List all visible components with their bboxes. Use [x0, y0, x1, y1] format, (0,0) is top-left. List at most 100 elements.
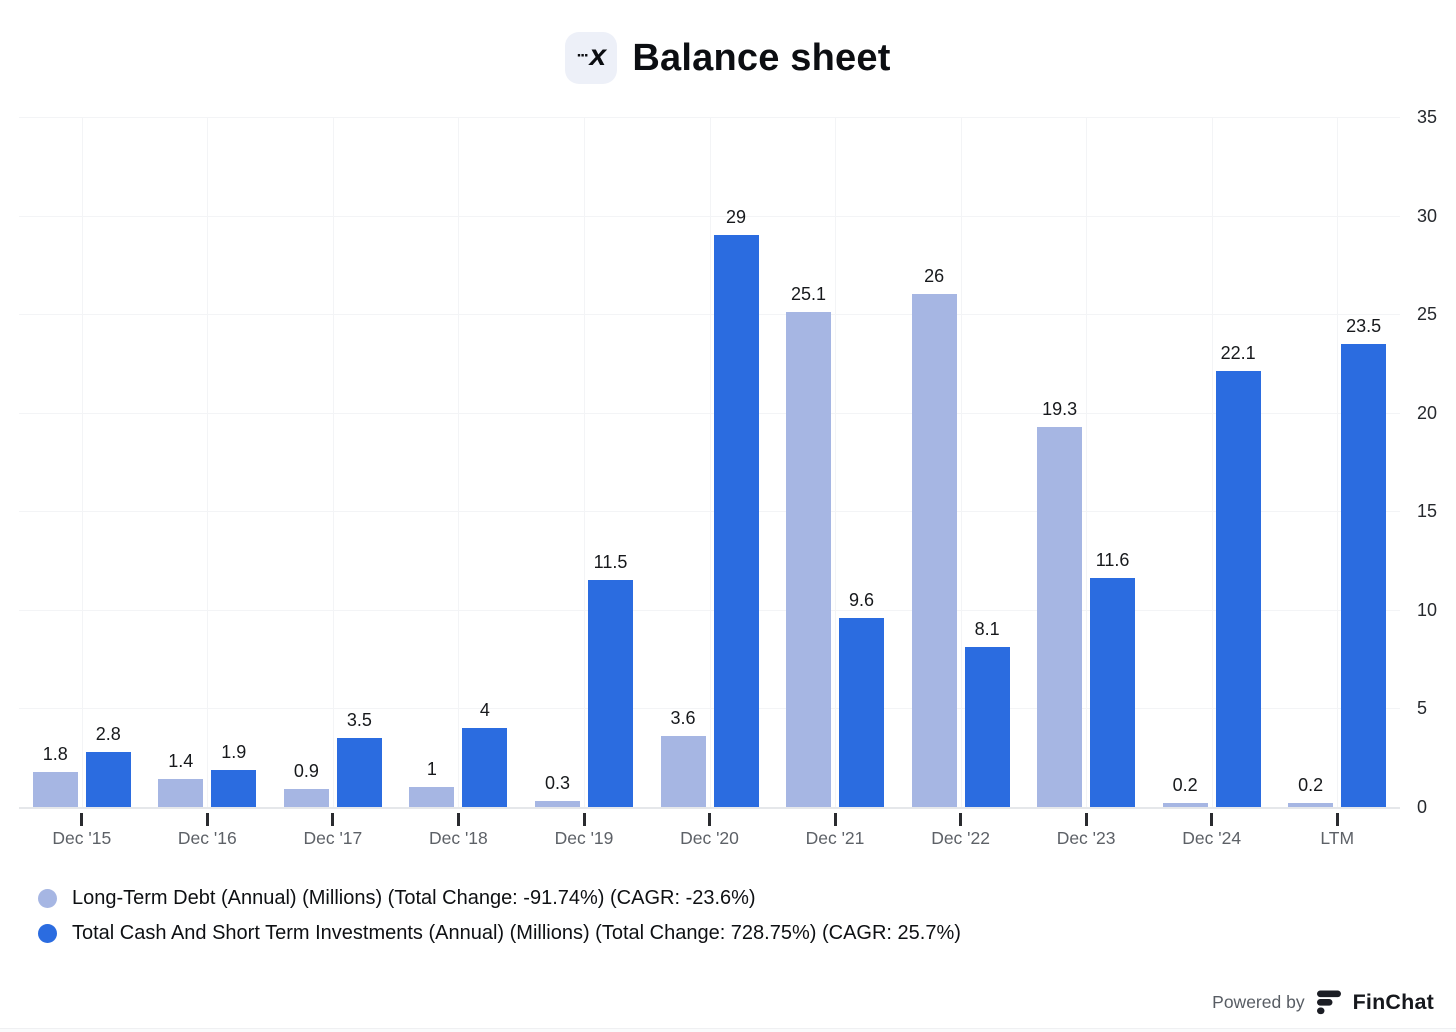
gridline-v-dec-15 — [81, 117, 83, 807]
bar-long-term-debt-dec-16[interactable] — [158, 779, 204, 807]
bottom-edge-divider — [0, 1028, 1456, 1032]
finchat-brand-name: FinChat — [1352, 989, 1434, 1014]
bar-total-cash-and-short-term-investments-dec-21[interactable] — [839, 617, 884, 807]
x-tick-dec-19 — [582, 813, 586, 826]
bar-value-label: 26 — [924, 266, 945, 287]
y-axis-label-25: 25 — [1417, 304, 1438, 325]
bar-long-term-debt-dec-19[interactable] — [535, 801, 580, 807]
bar-value-label: 19.3 — [1042, 398, 1078, 419]
legend-label: Long-Term Debt (Annual) (Millions) (Tota… — [72, 887, 756, 909]
bar-value-label: 2.8 — [95, 723, 121, 744]
bar-value-label: 0.2 — [1172, 775, 1198, 796]
gridline-v-dec-19 — [584, 117, 585, 807]
gridline-v-dec-21 — [835, 117, 836, 807]
bar-total-cash-and-short-term-investments-dec-17[interactable] — [336, 738, 382, 807]
x-axis-label-ltm: LTM — [1320, 828, 1355, 848]
bar-value-label: 0.2 — [1298, 775, 1324, 796]
x-axis-label-dec-23: Dec '23 — [1056, 828, 1116, 848]
gridline-v-dec-23 — [1086, 117, 1088, 807]
y-axis-label-20: 20 — [1417, 402, 1438, 423]
bar-total-cash-and-short-term-investments-ltm[interactable] — [1341, 343, 1387, 807]
bar-value-label: 25.1 — [790, 284, 827, 305]
x-tick-dec-15 — [80, 813, 84, 826]
legend-label: Total Cash And Short Term Investments (A… — [72, 922, 961, 944]
x-tick-dec-16 — [205, 813, 209, 826]
bar-long-term-debt-dec-24[interactable] — [1162, 803, 1208, 807]
x-axis-label-dec-17: Dec '17 — [303, 828, 363, 848]
ticker-logo-icon: ··· x — [565, 32, 618, 84]
x-axis-line — [19, 807, 1400, 809]
x-tick-dec-24 — [1210, 813, 1214, 826]
bar-long-term-debt-ltm[interactable] — [1288, 803, 1334, 807]
bar-value-label: 23.5 — [1346, 315, 1382, 336]
bar-value-label: 22.1 — [1220, 343, 1256, 364]
bar-long-term-debt-dec-23[interactable] — [1037, 426, 1083, 807]
bar-value-label: 1.4 — [168, 751, 194, 772]
bar-value-label: 9.6 — [848, 589, 875, 610]
bar-long-term-debt-dec-22[interactable] — [911, 294, 957, 807]
y-axis-label-10: 10 — [1417, 599, 1438, 620]
bar-value-label: 11.6 — [1095, 550, 1130, 571]
bar-long-term-debt-dec-20[interactable] — [660, 736, 706, 807]
y-axis-label-35: 35 — [1417, 107, 1438, 127]
x-axis-label-dec-18: Dec '18 — [428, 828, 488, 848]
gridline-v-dec-16 — [207, 117, 209, 807]
chart-legend: Long-Term Debt (Annual) (Millions) (Tota… — [38, 881, 961, 951]
x-axis-label-dec-22: Dec '22 — [931, 828, 990, 848]
bar-value-label: 3.5 — [346, 710, 372, 730]
x-tick-ltm — [1335, 813, 1339, 826]
bar-total-cash-and-short-term-investments-dec-20[interactable] — [713, 235, 759, 807]
x-axis-label-dec-24: Dec '24 — [1182, 828, 1242, 848]
bar-value-label: 29 — [725, 207, 747, 228]
legend-marker-icon — [38, 924, 57, 943]
legend-item-long-term-debt[interactable]: Long-Term Debt (Annual) (Millions) (Tota… — [38, 881, 961, 916]
bar-total-cash-and-short-term-investments-dec-19[interactable] — [588, 580, 633, 807]
page-title: Balance sheet — [632, 36, 891, 79]
bar-total-cash-and-short-term-investments-dec-15[interactable] — [85, 751, 131, 807]
bar-value-label: 0.9 — [293, 761, 319, 782]
x-axis-label-dec-21: Dec '21 — [805, 828, 865, 848]
x-tick-dec-23 — [1084, 813, 1088, 826]
gridline-v-dec-18 — [458, 117, 460, 807]
legend-marker-icon — [38, 889, 57, 908]
x-axis-label-dec-19: Dec '19 — [554, 828, 614, 848]
bar-total-cash-and-short-term-investments-dec-22[interactable] — [964, 647, 1010, 807]
chart-header: ··· x Balance sheet — [0, 30, 1456, 86]
bar-total-cash-and-short-term-investments-dec-18[interactable] — [462, 728, 508, 807]
y-axis-label-0: 0 — [1417, 797, 1428, 817]
bar-value-label: 0.3 — [544, 773, 571, 794]
gridline-v-dec-22 — [960, 117, 962, 807]
gridline-v-dec-24 — [1211, 117, 1213, 807]
x-axis-label-dec-15: Dec '15 — [52, 828, 112, 848]
logo-dots: ··· — [576, 46, 590, 65]
x-tick-dec-21 — [833, 813, 837, 826]
bar-total-cash-and-short-term-investments-dec-24[interactable] — [1215, 371, 1261, 807]
gridline-v-dec-17 — [332, 117, 334, 807]
y-axis-label-30: 30 — [1417, 205, 1438, 226]
bar-value-label: 8.1 — [974, 619, 1000, 640]
bar-value-label: 3.6 — [670, 708, 696, 728]
bar-long-term-debt-dec-18[interactable] — [409, 787, 455, 807]
bar-long-term-debt-dec-21[interactable] — [786, 312, 831, 807]
bar-long-term-debt-dec-15[interactable] — [32, 771, 78, 807]
bar-value-label: 11.5 — [593, 552, 628, 573]
bar-total-cash-and-short-term-investments-dec-16[interactable] — [211, 769, 257, 807]
bar-value-label: 1 — [426, 759, 437, 780]
x-tick-dec-17 — [331, 813, 335, 826]
x-tick-dec-22 — [959, 813, 963, 826]
y-axis-label-15: 15 — [1417, 501, 1438, 522]
powered-by-finchat[interactable]: Powered by FinChat — [1212, 985, 1434, 1019]
bar-total-cash-and-short-term-investments-dec-23[interactable] — [1090, 578, 1136, 807]
logo-x-letter: x — [589, 39, 607, 72]
x-axis-label-dec-20: Dec '20 — [680, 828, 739, 848]
x-tick-dec-18 — [456, 813, 460, 826]
x-axis-label-dec-16: Dec '16 — [177, 828, 237, 848]
gridline-v-ltm — [1337, 117, 1339, 807]
powered-by-label: Powered by — [1212, 991, 1305, 1012]
bar-long-term-debt-dec-17[interactable] — [283, 789, 329, 807]
x-tick-dec-20 — [708, 813, 711, 826]
legend-item-total-cash-and-short-term-investments[interactable]: Total Cash And Short Term Investments (A… — [38, 916, 961, 951]
finchat-logo-icon — [1316, 990, 1341, 1015]
bar-value-label: 4 — [479, 700, 490, 721]
